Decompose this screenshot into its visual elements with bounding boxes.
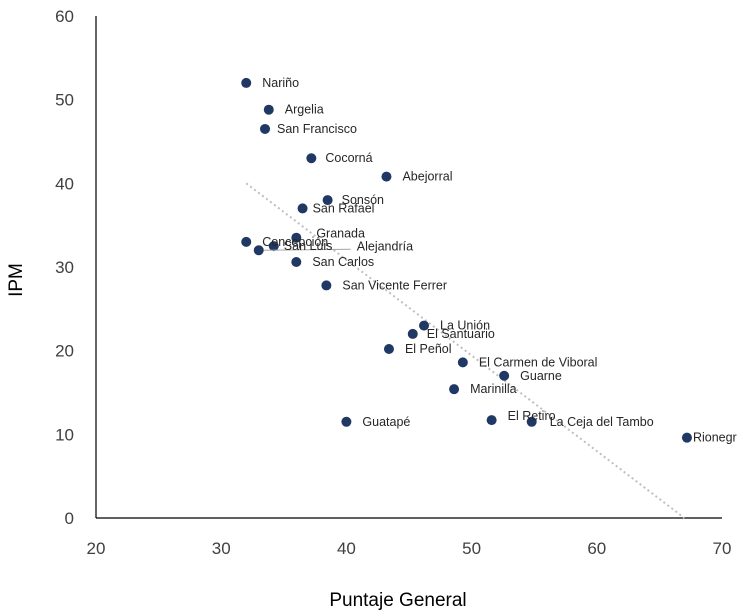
data-point bbox=[449, 384, 460, 395]
data-point bbox=[263, 104, 274, 115]
x-tick-label: 60 bbox=[587, 539, 606, 558]
y-tick-label: 20 bbox=[55, 342, 74, 361]
point-label: Argelia bbox=[285, 103, 324, 117]
x-tick-label: 20 bbox=[87, 539, 106, 558]
point-label: Guarne bbox=[520, 369, 562, 383]
y-tick-label: 10 bbox=[55, 425, 74, 444]
point-label: La Unión bbox=[440, 319, 490, 333]
point-label: Guatapé bbox=[362, 415, 410, 429]
y-tick-label: 40 bbox=[55, 174, 74, 193]
data-point bbox=[486, 415, 497, 426]
point-label: El Peñol bbox=[405, 342, 452, 356]
y-axis-title: IPM bbox=[6, 263, 27, 297]
y-tick-label: 50 bbox=[55, 91, 74, 110]
y-tick-label: 30 bbox=[55, 258, 74, 277]
data-point bbox=[241, 77, 252, 88]
data-point bbox=[419, 320, 430, 331]
data-point bbox=[499, 370, 510, 381]
axes bbox=[95, 16, 722, 519]
y-tick-label: 60 bbox=[55, 7, 74, 26]
data-point bbox=[321, 280, 332, 291]
point-label: Sonsón bbox=[342, 193, 384, 207]
point-label: San Rafael bbox=[313, 201, 375, 215]
data-point bbox=[253, 245, 264, 256]
point-label: San Luis bbox=[284, 239, 333, 253]
data-point bbox=[381, 171, 392, 182]
point-label: Marinilla bbox=[470, 382, 517, 396]
point-label: San Francisco bbox=[277, 122, 357, 136]
x-tick-label: 50 bbox=[462, 539, 481, 558]
point-label: Rionegro bbox=[693, 431, 737, 445]
data-point bbox=[268, 241, 279, 252]
x-axis-title: Puntaje General bbox=[329, 590, 466, 611]
data-point bbox=[681, 432, 692, 443]
x-tick-label: 40 bbox=[337, 539, 356, 558]
data-point bbox=[457, 357, 468, 368]
x-tick-labels: 20 30 40 50 60 70 bbox=[87, 539, 732, 558]
point-label: Granada bbox=[316, 227, 365, 241]
point-label: La Ceja del Tambo bbox=[550, 415, 654, 429]
point-label: El Santuario bbox=[427, 327, 495, 341]
data-point bbox=[383, 343, 394, 354]
data-point bbox=[241, 236, 252, 247]
y-tick-labels: 0 10 20 30 40 50 60 bbox=[55, 7, 74, 528]
data-point bbox=[260, 123, 271, 134]
point-label: San Carlos bbox=[312, 255, 374, 269]
trendline bbox=[245, 182, 686, 519]
leader-line bbox=[263, 248, 351, 251]
data-point bbox=[297, 203, 308, 214]
point-label: San Vicente Ferrer bbox=[342, 278, 447, 292]
point-label: Cocorná bbox=[325, 151, 372, 165]
data-point bbox=[306, 153, 317, 164]
point-label: El Carmen de Viboral bbox=[479, 355, 598, 369]
point-label: El Retiro bbox=[508, 409, 556, 423]
data-point bbox=[526, 416, 537, 427]
point-label: Nariño bbox=[262, 76, 299, 90]
x-tick-label: 70 bbox=[713, 539, 732, 558]
data-point bbox=[341, 416, 352, 427]
point-label: Concepción bbox=[262, 235, 328, 249]
data-point bbox=[291, 232, 302, 243]
point-labels: Nariño Argelia San Francisco Cocorná Abejorr… bbox=[262, 76, 737, 445]
point-label: Abejorral bbox=[402, 170, 452, 184]
y-tick-label: 0 bbox=[65, 509, 74, 528]
point-label: Alejandría bbox=[357, 239, 413, 253]
x-tick-label: 30 bbox=[212, 539, 231, 558]
data-point bbox=[291, 256, 302, 267]
data-point bbox=[407, 328, 418, 339]
data-points bbox=[241, 77, 692, 443]
data-point bbox=[322, 195, 333, 206]
